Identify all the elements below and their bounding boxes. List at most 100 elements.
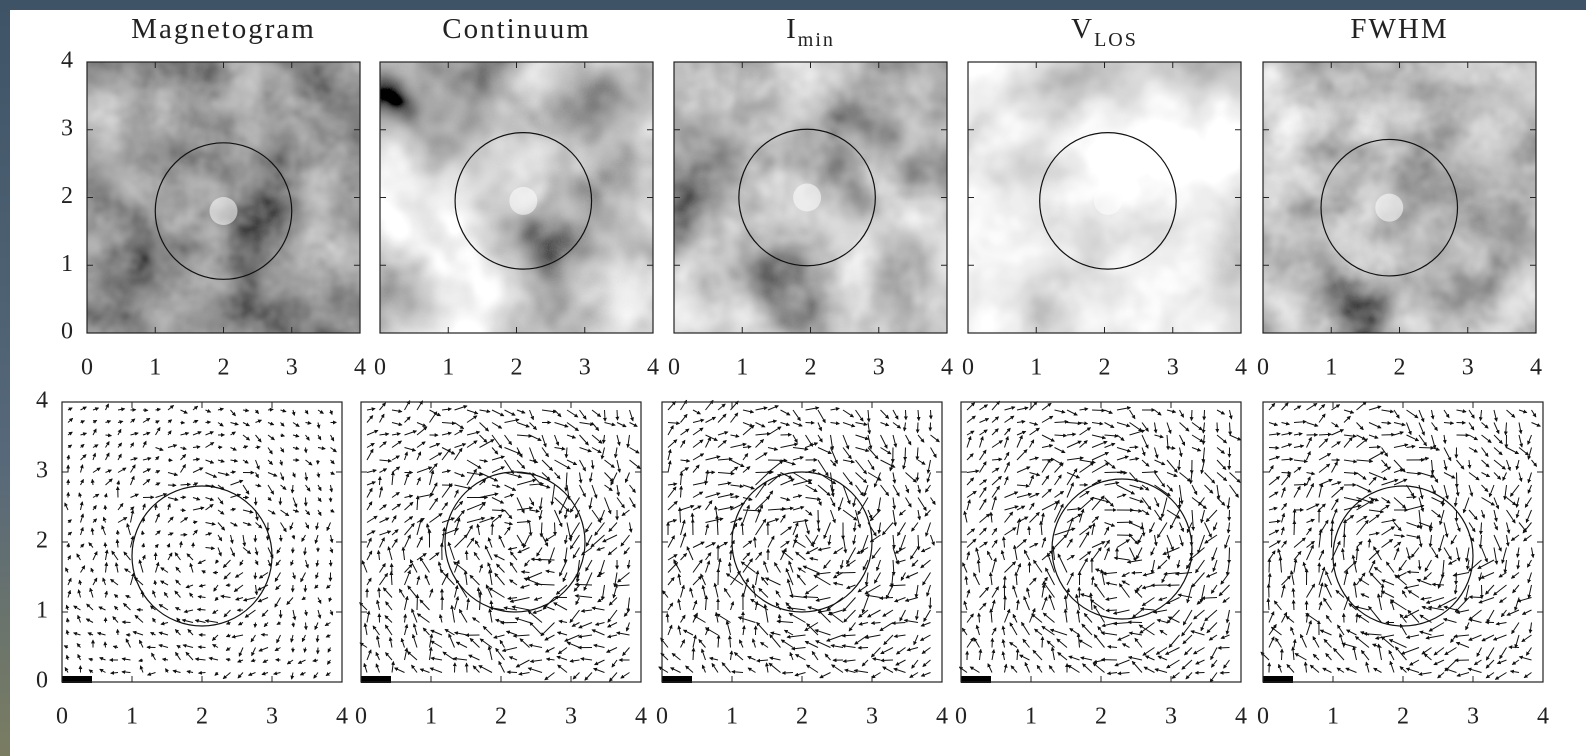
flow-arrow bbox=[389, 562, 394, 573]
flow-arrow bbox=[180, 431, 190, 436]
flow-arrow bbox=[579, 447, 592, 453]
flow-arrow bbox=[130, 493, 139, 498]
flow-arrow bbox=[379, 441, 387, 448]
flow-arrow bbox=[92, 428, 97, 436]
flow-arrow bbox=[600, 447, 605, 460]
flow-arrow bbox=[299, 671, 306, 676]
panel-title: FWHM bbox=[1350, 13, 1448, 45]
flow-arrow bbox=[104, 590, 109, 598]
flow-arrow bbox=[67, 431, 73, 436]
flow-arrow bbox=[166, 543, 171, 548]
flow-arrow bbox=[325, 672, 331, 677]
flow-arrow bbox=[130, 464, 136, 473]
flow-arrow bbox=[330, 447, 337, 453]
flow-arrow bbox=[217, 422, 224, 427]
flow-arrow bbox=[276, 634, 281, 644]
flow-arrow bbox=[1281, 470, 1292, 475]
flow-arrow bbox=[377, 587, 382, 598]
flow-arrow bbox=[267, 496, 272, 502]
flow-arrow bbox=[167, 404, 175, 411]
flow-arrow bbox=[626, 434, 631, 449]
flow-arrow bbox=[198, 583, 206, 588]
flow-arrow bbox=[566, 422, 580, 432]
bright-spot bbox=[1375, 193, 1404, 222]
flow-arrow bbox=[263, 622, 269, 628]
flow-arrow bbox=[379, 402, 386, 411]
flow-arrow bbox=[237, 621, 244, 626]
flow-arrow bbox=[130, 431, 139, 436]
flow-arrow bbox=[579, 422, 595, 427]
flow-arrow bbox=[255, 522, 263, 529]
flow-arrow bbox=[491, 434, 503, 449]
flow-arrow bbox=[253, 622, 258, 629]
flow-arrow bbox=[242, 484, 250, 495]
flow-arrow bbox=[105, 469, 113, 474]
flow-arrow bbox=[167, 503, 171, 511]
x-tick-label: 4 bbox=[936, 704, 948, 730]
flow-arrow bbox=[274, 647, 281, 652]
flow-arrow bbox=[65, 654, 70, 661]
flow-arrow bbox=[267, 407, 274, 412]
flow-arrow bbox=[292, 572, 296, 580]
flow-arrow bbox=[541, 434, 547, 448]
flow-arrow bbox=[117, 467, 127, 473]
flow-arrow bbox=[121, 657, 131, 662]
flow-arrow bbox=[66, 454, 71, 461]
x-tick-label: 0 bbox=[962, 355, 974, 381]
flow-arrow bbox=[616, 434, 621, 447]
flow-arrow bbox=[504, 418, 520, 423]
flow-arrow bbox=[454, 472, 466, 478]
flow-arrow bbox=[1177, 459, 1182, 471]
flow-arrow bbox=[115, 628, 120, 636]
flow-arrow bbox=[316, 422, 321, 429]
x-tick-label: 1 bbox=[1030, 355, 1042, 381]
flow-arrow bbox=[225, 646, 231, 651]
flow-arrow bbox=[491, 422, 503, 429]
flow-arrow bbox=[242, 445, 249, 450]
flow-arrow bbox=[615, 409, 620, 421]
x-tick-label: 4 bbox=[1235, 704, 1247, 730]
flow-arrow bbox=[141, 517, 146, 523]
flow-arrow bbox=[230, 479, 244, 486]
flow-arrow bbox=[230, 493, 242, 498]
flow-arrow bbox=[67, 519, 72, 524]
flow-arrow bbox=[1367, 538, 1372, 548]
flow-arrow bbox=[77, 653, 82, 661]
title-main: Magnetogram bbox=[131, 13, 316, 45]
flow-arrow bbox=[317, 484, 322, 492]
flow-arrow bbox=[110, 578, 119, 586]
flow-arrow bbox=[242, 597, 256, 602]
scale-bar bbox=[62, 676, 92, 683]
image-panel: 0 1 2 3 4 FWHM bbox=[1257, 13, 1542, 381]
flow-arrow bbox=[1219, 670, 1230, 675]
flow-arrow bbox=[1293, 482, 1308, 487]
flow-arrow bbox=[441, 407, 452, 412]
flow-arrow bbox=[192, 445, 201, 450]
flow-arrow bbox=[490, 522, 495, 536]
flow-arrow bbox=[99, 668, 106, 673]
flow-arrow bbox=[297, 659, 306, 664]
flow-arrow bbox=[267, 447, 273, 455]
flow-arrow bbox=[303, 622, 308, 631]
flow-arrow bbox=[312, 658, 319, 663]
flow-arrow bbox=[225, 633, 231, 638]
flow-arrow bbox=[111, 550, 119, 561]
flow-arrow bbox=[80, 443, 85, 449]
flow-arrow bbox=[301, 596, 306, 601]
flow-arrow bbox=[591, 434, 603, 444]
flow-arrow bbox=[223, 609, 231, 618]
flow-arrow bbox=[172, 669, 181, 674]
flow-arrow bbox=[230, 409, 236, 417]
flow-arrow bbox=[130, 509, 135, 523]
flow-arrow bbox=[180, 517, 189, 523]
flow-arrow bbox=[178, 540, 183, 548]
flow-arrow bbox=[76, 643, 81, 648]
y-tick-label: 0 bbox=[61, 319, 73, 345]
flow-arrow bbox=[142, 431, 151, 436]
flow-arrow bbox=[404, 447, 417, 452]
flow-arrow bbox=[604, 422, 616, 427]
flow-arrow bbox=[205, 431, 214, 436]
flow-arrow bbox=[329, 547, 334, 554]
flow-arrow bbox=[229, 534, 234, 544]
flow-arrow bbox=[117, 407, 126, 412]
